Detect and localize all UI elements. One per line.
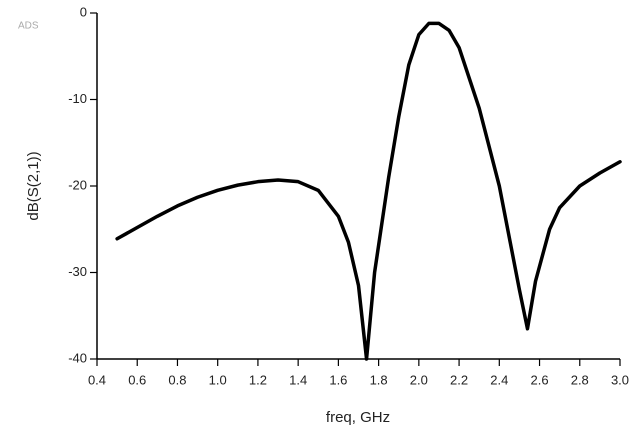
y-tick-label: -40 — [68, 350, 87, 365]
x-tick-label: 0.4 — [88, 372, 106, 387]
x-tick-label: 2.0 — [410, 372, 428, 387]
y-tick-label: -30 — [68, 264, 87, 279]
x-tick-label: 0.6 — [128, 372, 146, 387]
x-tick-label: 1.6 — [329, 372, 347, 387]
line-series — [115, 21, 622, 361]
x-tick-label: 2.8 — [571, 372, 589, 387]
x-tick-label: 2.6 — [530, 372, 548, 387]
watermark: ADS — [18, 21, 39, 32]
x-tick-label: 1.4 — [289, 372, 307, 387]
y-axis-label: dB(S(2,1)) — [25, 151, 42, 220]
x-tick-label: 1.0 — [209, 372, 227, 387]
x-tick-label: 1.8 — [370, 372, 388, 387]
x-axis-label: freq, GHz — [326, 409, 390, 426]
y-tick-label: 0 — [80, 4, 87, 19]
y-tick-label: -10 — [68, 91, 87, 106]
x-tick-label: 3.0 — [611, 372, 629, 387]
x-tick-label: 2.4 — [490, 372, 508, 387]
x-tick-label: 0.8 — [168, 372, 186, 387]
x-tick-label: 1.2 — [249, 372, 267, 387]
y-tick-label: -20 — [68, 177, 87, 192]
x-tick-label: 2.2 — [450, 372, 468, 387]
